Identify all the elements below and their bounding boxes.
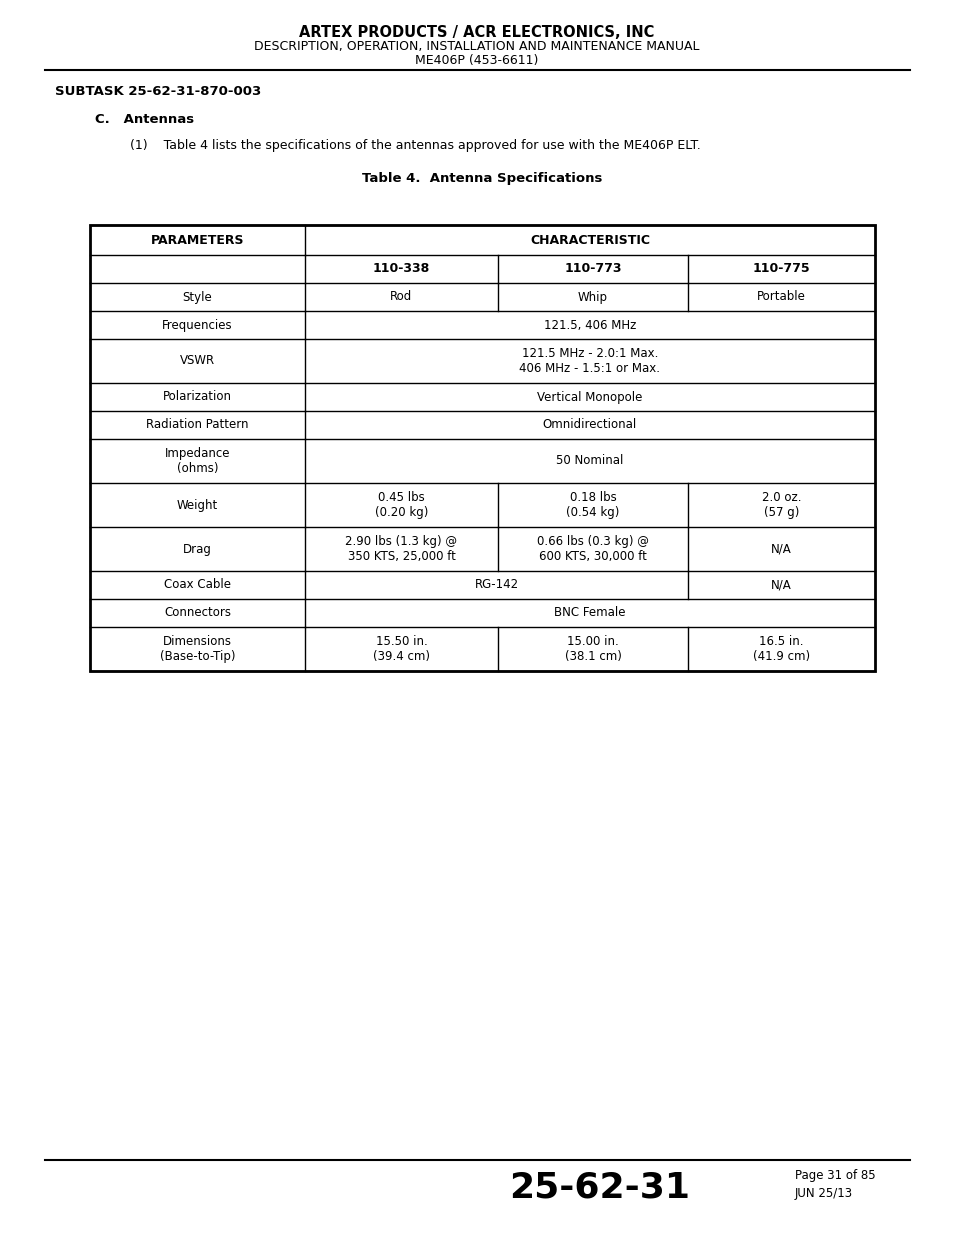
Text: C.   Antennas: C. Antennas	[95, 112, 193, 126]
Text: 0.45 lbs
(0.20 kg): 0.45 lbs (0.20 kg)	[375, 492, 428, 519]
Text: Page 31 of 85: Page 31 of 85	[794, 1168, 875, 1182]
Text: 121.5, 406 MHz: 121.5, 406 MHz	[543, 319, 636, 331]
Text: 50 Nominal: 50 Nominal	[556, 454, 623, 468]
Text: Weight: Weight	[176, 499, 218, 511]
Text: Polarization: Polarization	[163, 390, 232, 404]
Text: Rod: Rod	[390, 290, 413, 304]
Text: (1)    Table 4 lists the specifications of the antennas approved for use with th: (1) Table 4 lists the specifications of …	[130, 140, 700, 152]
Text: 16.5 in.
(41.9 cm): 16.5 in. (41.9 cm)	[752, 635, 809, 663]
Text: 25-62-31: 25-62-31	[509, 1170, 690, 1204]
Text: Coax Cable: Coax Cable	[164, 578, 231, 592]
Text: DESCRIPTION, OPERATION, INSTALLATION AND MAINTENANCE MANUAL: DESCRIPTION, OPERATION, INSTALLATION AND…	[254, 40, 699, 53]
Text: 15.00 in.
(38.1 cm): 15.00 in. (38.1 cm)	[564, 635, 620, 663]
Text: 121.5 MHz - 2.0:1 Max.
406 MHz - 1.5:1 or Max.: 121.5 MHz - 2.0:1 Max. 406 MHz - 1.5:1 o…	[519, 347, 659, 375]
Text: Radiation Pattern: Radiation Pattern	[146, 419, 249, 431]
Text: Vertical Monopole: Vertical Monopole	[537, 390, 642, 404]
Text: 15.50 in.
(39.4 cm): 15.50 in. (39.4 cm)	[373, 635, 430, 663]
Text: RG-142: RG-142	[474, 578, 518, 592]
Text: Table 4.  Antenna Specifications: Table 4. Antenna Specifications	[361, 172, 601, 185]
Text: 2.90 lbs (1.3 kg) @
350 KTS, 25,000 ft: 2.90 lbs (1.3 kg) @ 350 KTS, 25,000 ft	[345, 535, 457, 563]
Text: VSWR: VSWR	[180, 354, 214, 368]
Text: ARTEX PRODUCTS / ACR ELECTRONICS, INC: ARTEX PRODUCTS / ACR ELECTRONICS, INC	[299, 25, 654, 40]
Text: 110-775: 110-775	[752, 263, 809, 275]
Text: Whip: Whip	[578, 290, 607, 304]
Text: Omnidirectional: Omnidirectional	[542, 419, 637, 431]
Text: Frequencies: Frequencies	[162, 319, 233, 331]
Text: PARAMETERS: PARAMETERS	[151, 233, 244, 247]
Text: 0.66 lbs (0.3 kg) @
600 KTS, 30,000 ft: 0.66 lbs (0.3 kg) @ 600 KTS, 30,000 ft	[537, 535, 648, 563]
Text: N/A: N/A	[770, 578, 791, 592]
Bar	[90, 225, 874, 671]
Text: N/A: N/A	[770, 542, 791, 556]
Text: BNC Female: BNC Female	[554, 606, 625, 620]
Text: Dimensions
(Base-to-Tip): Dimensions (Base-to-Tip)	[159, 635, 235, 663]
Text: 110-338: 110-338	[373, 263, 430, 275]
Text: ME406P (453-6611): ME406P (453-6611)	[415, 54, 538, 67]
Text: Drag: Drag	[183, 542, 212, 556]
Text: Impedance
(ohms): Impedance (ohms)	[165, 447, 230, 475]
Text: 2.0 oz.
(57 g): 2.0 oz. (57 g)	[760, 492, 801, 519]
Text: JUN 25/13: JUN 25/13	[794, 1187, 852, 1199]
Text: SUBTASK 25-62-31-870-003: SUBTASK 25-62-31-870-003	[55, 85, 261, 98]
Text: 0.18 lbs
(0.54 kg): 0.18 lbs (0.54 kg)	[566, 492, 619, 519]
Text: 110-773: 110-773	[563, 263, 621, 275]
Text: Style: Style	[182, 290, 213, 304]
Text: CHARACTERISTIC: CHARACTERISTIC	[530, 233, 649, 247]
Text: Connectors: Connectors	[164, 606, 231, 620]
Text: Portable: Portable	[757, 290, 805, 304]
